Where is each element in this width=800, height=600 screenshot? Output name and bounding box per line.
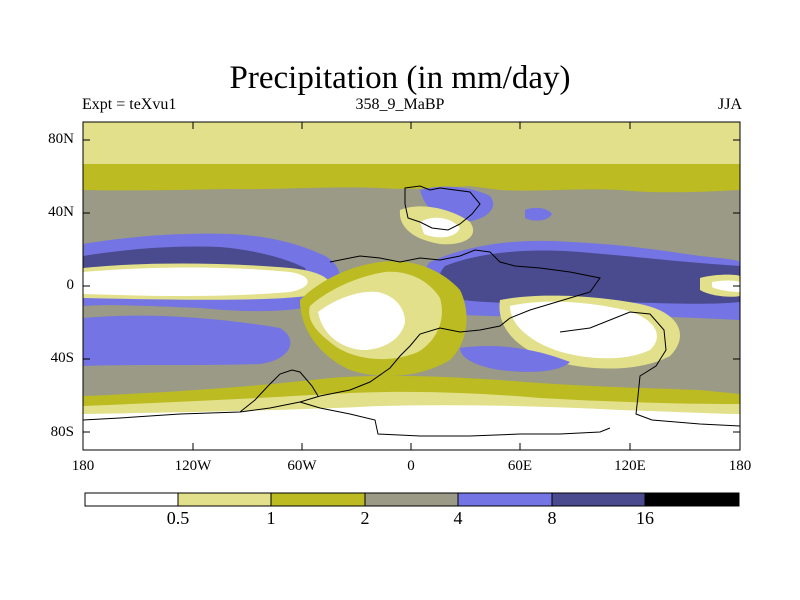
colorbar-swatch — [551, 492, 646, 507]
coastline-central — [83, 249, 601, 421]
lon-tick-label: 120E — [614, 458, 646, 474]
period-label: 358_9_MaBP — [355, 96, 445, 113]
coastline-south — [299, 401, 611, 437]
dry-patch-north — [420, 217, 460, 238]
antarctic-dry — [83, 405, 740, 450]
colorbar — [84, 492, 740, 507]
coastline-west-strait — [239, 369, 319, 413]
colorbar-swatch — [177, 492, 272, 507]
colorbar-label: 16 — [636, 508, 654, 528]
itcz-east-white — [712, 280, 740, 292]
coastline-east — [559, 311, 740, 427]
experiment-label: Expt = teXvu1 — [82, 96, 177, 113]
lon-tick-label: 120W — [174, 458, 212, 474]
season-label: JJA — [717, 96, 742, 113]
colorbar-label: 4 — [453, 508, 463, 528]
colorbar-swatch — [457, 492, 553, 507]
colorbar-label: 1 — [266, 508, 276, 528]
very-wet-belt-east — [438, 250, 740, 304]
contour-field — [83, 122, 740, 450]
lon-tick-label: 180 — [728, 458, 752, 474]
colorbar-swatch — [644, 492, 740, 507]
lon-ticks — [192, 122, 631, 450]
dry-central — [318, 291, 405, 350]
coastlines — [83, 185, 740, 437]
map-title: Precipitation (in mm/day) — [229, 60, 571, 96]
lat-ticks — [83, 139, 740, 433]
wet-band-south — [83, 315, 291, 366]
colorbar-swatch — [364, 492, 459, 507]
lat-tick-label: 40S — [50, 350, 74, 366]
wet-band-south-east — [460, 345, 570, 372]
coastline-north — [404, 185, 481, 231]
colorbar-swatch — [84, 492, 179, 507]
lat-tick-label: 80N — [48, 131, 74, 147]
lon-tick-label: 60E — [507, 458, 533, 474]
lat-tick-label: 80S — [50, 424, 74, 440]
band-north-moderate — [83, 164, 740, 193]
lon-tick-label: 60W — [287, 458, 317, 474]
wet-patch-north-b — [525, 207, 552, 221]
itcz-west-white — [83, 267, 308, 296]
lat-tick-label: 40N — [48, 204, 74, 220]
lon-tick-label: 180 — [71, 458, 95, 474]
lon-tick-label: 0 — [407, 458, 415, 474]
colorbar-swatch — [270, 492, 366, 507]
colorbar-label: 0.5 — [166, 508, 190, 528]
colorbar-label: 2 — [360, 508, 370, 528]
colorbar-label: 8 — [547, 508, 557, 528]
lat-tick-label: 0 — [66, 277, 75, 293]
